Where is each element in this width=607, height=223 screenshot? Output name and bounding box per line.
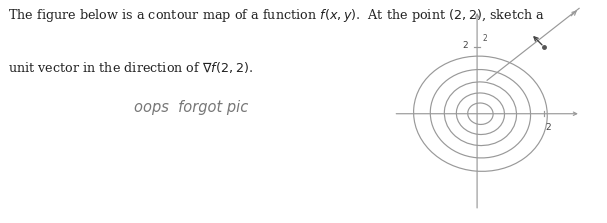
Text: 2: 2 — [462, 41, 468, 50]
Text: The figure below is a contour map of a function $f(x, y)$.  At the point $(2, 2): The figure below is a contour map of a f… — [8, 7, 544, 24]
Text: 2: 2 — [545, 123, 551, 132]
Text: unit vector in the direction of $\nabla f(2, 2)$.: unit vector in the direction of $\nabla … — [8, 60, 253, 75]
Text: oops  forgot pic: oops forgot pic — [134, 100, 248, 115]
Text: 2: 2 — [482, 34, 487, 43]
